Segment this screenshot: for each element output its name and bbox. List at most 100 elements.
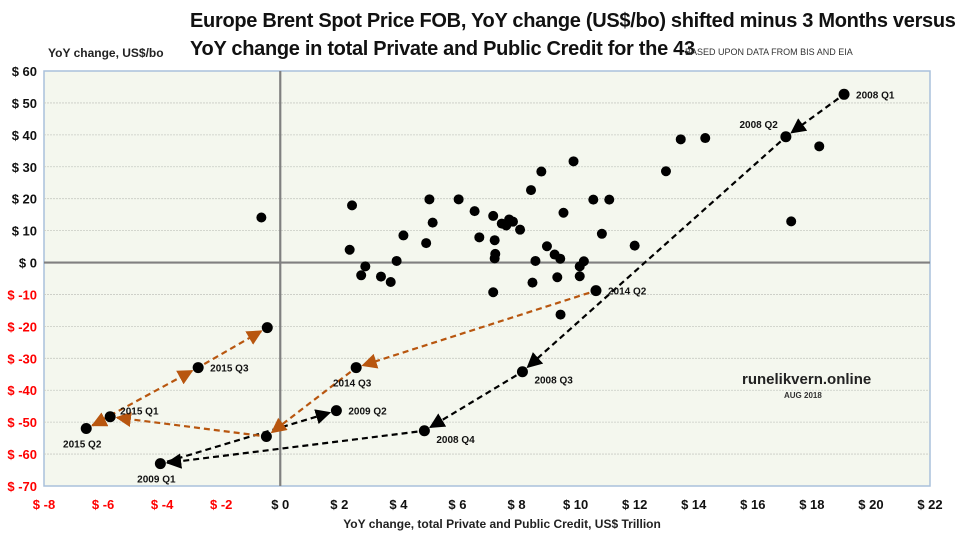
data-point <box>604 194 615 205</box>
point-label: 2015 Q3 <box>210 364 249 375</box>
data-point <box>588 194 599 205</box>
y-tick-label: $ 10 <box>12 224 37 239</box>
labeled-data-point <box>104 411 116 423</box>
data-point <box>474 232 485 243</box>
x-tick-label: $ 6 <box>448 497 466 512</box>
path-arrow-segment <box>526 140 782 369</box>
labeled-data-point <box>838 88 850 100</box>
data-point <box>424 194 435 205</box>
labeled-data-point <box>590 285 602 297</box>
labeled-data-point <box>261 322 273 334</box>
data-point <box>375 271 386 282</box>
x-tick-label: $ -2 <box>210 497 232 512</box>
x-tick-label: $ 0 <box>271 497 289 512</box>
data-point <box>596 228 607 239</box>
x-axis-title: YoY change, total Private and Public Cre… <box>343 517 661 531</box>
data-point <box>568 156 579 167</box>
data-point <box>555 253 566 264</box>
data-point <box>347 200 358 211</box>
path-arrow-segment <box>115 411 260 437</box>
y-tick-label: $ 40 <box>12 128 37 143</box>
labeled-data-point <box>516 366 528 378</box>
data-point <box>527 277 538 288</box>
chart-title-line1: Europe Brent Spot Price FOB, YoY change … <box>190 10 956 32</box>
data-point <box>526 185 537 196</box>
data-point <box>453 194 464 205</box>
data-point <box>360 261 371 272</box>
y-tick-label: $ -10 <box>7 287 37 302</box>
data-point <box>660 166 671 177</box>
labeled-data-point <box>192 362 204 374</box>
x-tick-label: $ 22 <box>917 497 942 512</box>
data-point <box>488 210 499 221</box>
data-point <box>515 224 526 235</box>
x-tick-label: $ 16 <box>740 497 765 512</box>
x-tick-label: $ 8 <box>507 497 525 512</box>
y-tick-label: $ -50 <box>7 415 37 430</box>
source-note: BASED UPON DATA FROM BIS AND EIA <box>685 47 853 57</box>
data-point <box>558 207 569 218</box>
data-point <box>344 244 355 255</box>
labeled-data-point <box>330 405 342 417</box>
point-label: 2008 Q2 <box>740 120 779 131</box>
labeled-data-point <box>418 425 430 437</box>
data-point <box>421 238 432 249</box>
point-label: 2008 Q4 <box>436 435 475 446</box>
data-point <box>489 253 500 264</box>
data-point <box>536 166 547 177</box>
labeled-data-point <box>350 362 362 374</box>
data-point <box>469 206 480 217</box>
chart-title-line2: YoY change in total Private and Public C… <box>190 38 695 60</box>
path-arrow-segment <box>91 369 194 427</box>
x-tick-label: $ 10 <box>563 497 588 512</box>
point-label: 2014 Q2 <box>608 287 647 298</box>
x-tick-label: $ 12 <box>622 497 647 512</box>
point-label: 2014 Q3 <box>333 379 372 390</box>
labeled-data-point <box>80 423 92 435</box>
data-point <box>786 216 797 227</box>
x-tick-label: $ 18 <box>799 497 824 512</box>
data-point <box>507 216 518 227</box>
point-label: 2008 Q1 <box>856 90 895 101</box>
y-tick-label: $ 30 <box>12 160 37 175</box>
labeled-data-point <box>260 431 272 443</box>
credit-date: AUG 2018 <box>784 391 822 400</box>
plot-area <box>43 70 931 487</box>
data-point <box>555 309 566 320</box>
data-point <box>700 133 711 144</box>
x-tick-label: $ 20 <box>858 497 883 512</box>
data-point <box>552 272 563 283</box>
credit-watermark: runelikvern.online <box>742 371 872 388</box>
path-arrow-segment <box>270 370 352 434</box>
data-point <box>489 235 500 246</box>
y-tick-label: $ -70 <box>7 479 37 494</box>
data-point <box>427 217 438 228</box>
x-tick-label: $ -4 <box>151 497 174 512</box>
y-tick-label: $ 50 <box>12 96 37 111</box>
data-point <box>391 255 402 266</box>
x-tick-label: $ -8 <box>33 497 55 512</box>
data-point <box>578 256 589 267</box>
path-arrow-segment <box>429 374 518 429</box>
y-tick-label: $ 20 <box>12 192 37 207</box>
x-tick-label: $ 4 <box>389 497 408 512</box>
y-axis-title: YoY change, US$/bo <box>48 46 164 60</box>
data-point <box>398 230 409 241</box>
data-point <box>675 134 686 145</box>
point-label: 2015 Q1 <box>120 407 159 418</box>
x-tick-label: $ 14 <box>681 497 707 512</box>
path-arrow-segment <box>165 430 418 469</box>
y-tick-label: $ -60 <box>7 447 37 462</box>
point-label: 2015 Q2 <box>63 440 102 451</box>
data-point <box>574 271 585 282</box>
labeled-data-point <box>154 458 166 470</box>
data-point <box>488 287 499 298</box>
data-point <box>629 240 640 251</box>
y-tick-label: $ -20 <box>7 319 37 334</box>
data-point <box>541 241 552 252</box>
x-tick-label: $ -6 <box>92 497 114 512</box>
path-arrow-segment <box>166 409 332 463</box>
path-arrow-segment <box>203 330 263 366</box>
data-point <box>256 212 267 223</box>
